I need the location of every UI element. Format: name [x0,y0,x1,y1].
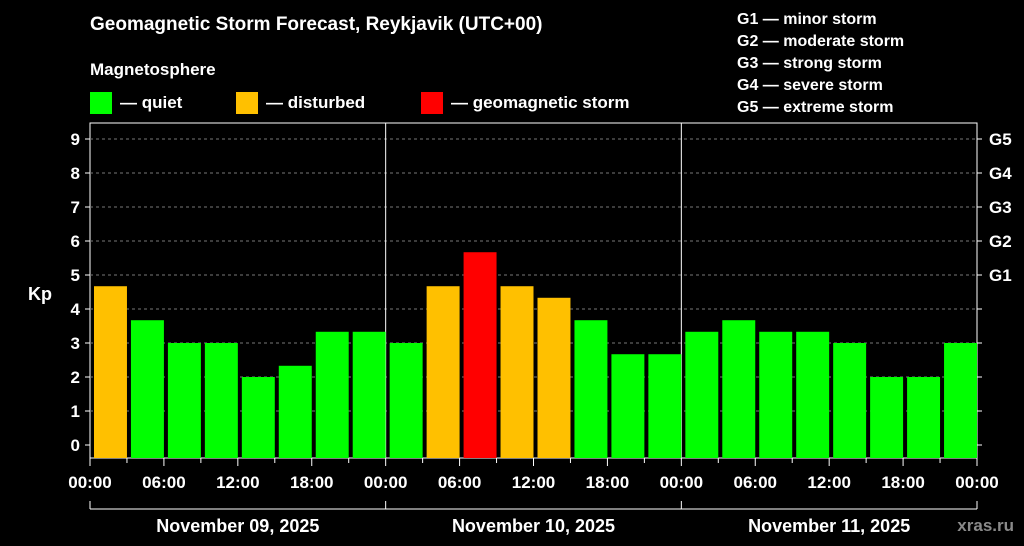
x-tick-label: 12:00 [807,473,850,492]
legend-swatch-quiet [90,92,112,114]
kp-bar [426,286,460,458]
day-label: November 09, 2025 [156,516,319,536]
kp-bar [204,343,238,458]
x-tick-label: 00:00 [68,473,111,492]
kp-bar [759,331,793,458]
storm-level-list: G1 — minor storm G2 — moderate storm G3 … [737,9,904,119]
kp-bar [833,343,867,458]
kp-bar [94,286,127,458]
day-label: November 11, 2025 [748,516,910,536]
legend-storm: — geomagnetic storm [421,92,630,114]
kp-bar [611,354,645,458]
legend-disturbed: — disturbed [236,92,365,114]
y-tick-label: 1 [71,402,80,421]
legend-swatch-storm [421,92,443,114]
kp-bar [500,286,534,458]
legend-label-quiet: — quiet [120,93,183,112]
x-tick-label: 00:00 [955,473,998,492]
kp-bar [167,343,201,458]
kp-bar [722,320,756,458]
storm-level-g2: G2 — moderate storm [737,33,905,50]
storm-level-g1: G1 — minor storm [737,11,877,28]
right-tick-label: G2 [989,232,1012,251]
x-tick-label: 06:00 [142,473,185,492]
y-axis-label: Kp [28,284,52,304]
legend-swatch-disturbed [236,92,258,114]
legend-quiet: — quiet [90,92,182,114]
kp-bar [130,320,164,458]
legend-label-storm: — geomagnetic storm [451,93,630,112]
legend-title: Magnetosphere [90,60,216,79]
x-tick-label: 00:00 [364,473,407,492]
right-tick-label: G3 [989,198,1012,217]
day-label: November 10, 2025 [452,516,615,536]
x-tick-label: 18:00 [290,473,333,492]
kp-bar [241,377,275,458]
kp-bar [944,343,977,458]
kp-bar [796,331,830,458]
y-tick-label: 8 [71,164,80,183]
right-tick-label: G5 [989,130,1012,149]
y-tick-label: 9 [71,130,80,149]
y-tick-label: 3 [71,334,80,353]
kp-bar [352,331,386,458]
x-tick-label: 06:00 [438,473,481,492]
x-tick-label: 18:00 [586,473,629,492]
kp-bar [685,331,719,458]
y-tick-label: 2 [71,368,80,387]
y-tick-label: 7 [71,198,80,217]
storm-level-g5: G5 — extreme storm [737,99,894,116]
legend-label-disturbed: — disturbed [266,93,366,112]
kp-bar [870,377,904,458]
right-tick-label: G4 [989,164,1012,183]
storm-level-g3: G3 — strong storm [737,55,882,72]
kp-bar [315,331,349,458]
kp-bar [574,320,608,458]
kp-bar [537,297,571,458]
x-tick-label: 12:00 [216,473,259,492]
y-tick-label: 6 [71,232,80,251]
x-tick-label: 06:00 [734,473,777,492]
kp-bar [463,252,497,458]
x-tick-label: 00:00 [660,473,703,492]
y-tick-label: 4 [71,300,81,319]
right-tick-label: G1 [989,266,1012,285]
kp-bar [648,354,682,458]
x-tick-label: 18:00 [881,473,924,492]
storm-level-g4: G4 — severe storm [737,77,883,94]
kp-bar [907,377,941,458]
kp-bar [389,343,423,458]
y-tick-label: 5 [71,266,80,285]
x-tick-label: 12:00 [512,473,555,492]
chart-title: Geomagnetic Storm Forecast, Reykjavik (U… [90,14,543,35]
watermark: xras.ru [957,516,1014,535]
kp-bar [278,365,312,458]
y-tick-label: 0 [71,436,80,455]
